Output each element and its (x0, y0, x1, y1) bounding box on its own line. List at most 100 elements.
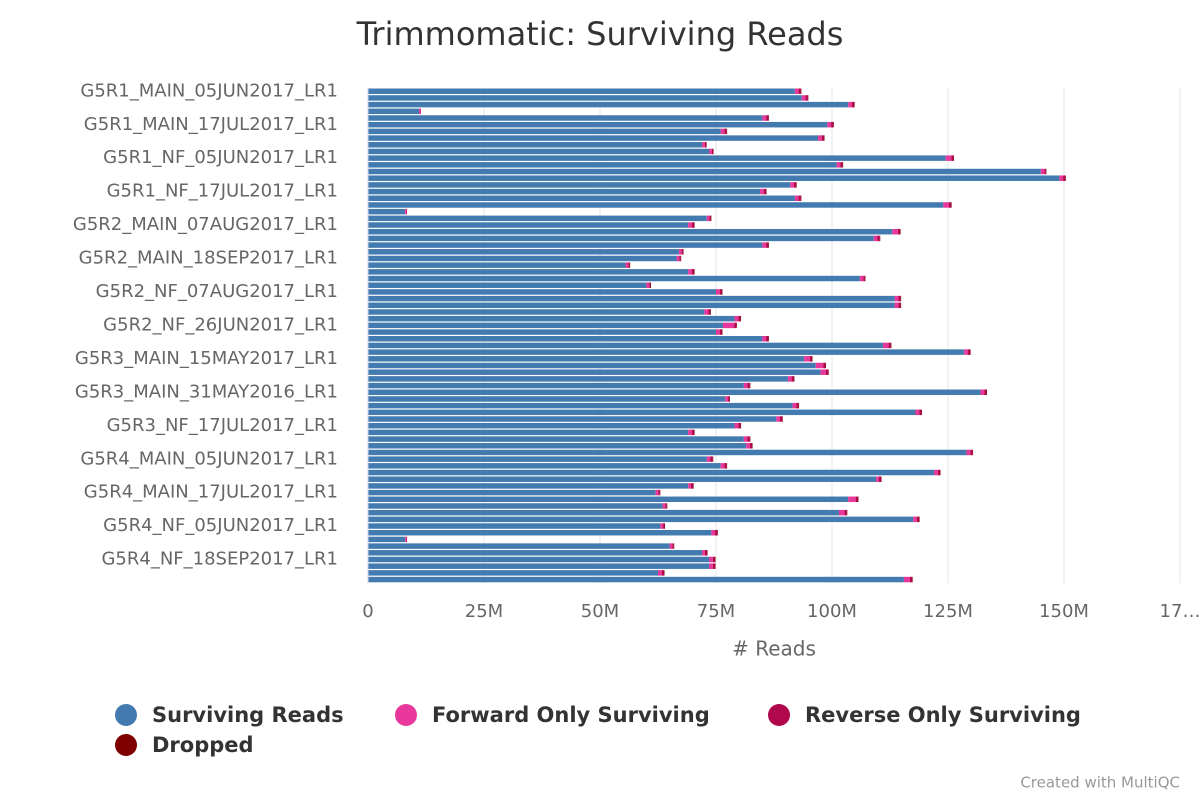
bar-segment (368, 269, 688, 274)
bar-segment (796, 403, 798, 408)
bar-segment (810, 356, 812, 361)
bar-segment (723, 323, 734, 328)
bar-segment (713, 557, 715, 562)
bar-segment (368, 450, 967, 455)
y-tick-label: G5R4_MAIN_17JUL2017_LR1 (84, 482, 338, 503)
bar-segment (368, 276, 860, 281)
bar-segment (818, 135, 822, 140)
bar-segment (895, 296, 899, 301)
x-tick-label: 100M (807, 601, 857, 622)
bar-segment (748, 383, 750, 388)
bar-segment (970, 450, 972, 455)
bar-segment (916, 410, 920, 415)
bar-segment (764, 189, 766, 194)
y-tick-label: G5R3_NF_17JUL2017_LR1 (107, 415, 338, 436)
bar-segment (708, 309, 710, 314)
bar-segment (793, 403, 797, 408)
bar-segment (646, 282, 649, 287)
bar-segment (710, 216, 711, 221)
bar-segment (720, 329, 722, 334)
bar-segment (1041, 169, 1045, 174)
x-tick-label: 75M (697, 601, 735, 622)
bar-segment (738, 423, 740, 428)
bar-segment (848, 102, 852, 107)
y-tick-label: G5R4_MAIN_05JUN2017_LR1 (80, 448, 338, 469)
bar-segment (688, 483, 691, 488)
bar-segment (746, 443, 750, 448)
bar-segment (368, 470, 934, 475)
y-tick-label: G5R4_NF_05JUN2017_LR1 (103, 515, 338, 536)
bar-segment (658, 570, 662, 575)
bar-segment (735, 423, 739, 428)
bar-segment (368, 403, 793, 408)
bar-segment (744, 436, 748, 441)
bar-segment (368, 122, 827, 127)
bar-segment (889, 343, 891, 348)
bar-segment (368, 135, 818, 140)
x-axis-label: # Reads (732, 637, 816, 661)
bar-segment (368, 383, 744, 388)
bar-segment (980, 390, 984, 395)
bar-segment (802, 95, 806, 100)
bar-segment (368, 115, 762, 120)
bar-segment (943, 202, 949, 207)
bar-segment (405, 209, 406, 214)
x-tick-label: 150M (1039, 601, 1089, 622)
bar-segment (766, 115, 768, 120)
bar-segment (368, 363, 816, 368)
bar-segment (368, 89, 795, 94)
bar-segment (368, 503, 663, 508)
bar-segment (368, 430, 688, 435)
bar-segment (368, 142, 702, 147)
bar-segment (715, 530, 717, 535)
bar-segment (368, 236, 874, 241)
bar-segment (946, 155, 952, 160)
bar-segment (792, 376, 794, 381)
bar-segment (688, 222, 692, 227)
bar-segment (368, 262, 626, 267)
bar-segment (705, 142, 706, 147)
bar-segment (734, 323, 736, 328)
bar-segment (720, 289, 722, 294)
x-tick-label: 125M (923, 601, 973, 622)
bar-segment (368, 202, 943, 207)
bar-segment (762, 242, 766, 247)
bar-segment (968, 349, 970, 354)
bar-segment (709, 149, 712, 154)
bar-segment (368, 229, 892, 234)
chart-title: Trimmomatic: Surviving Reads (356, 15, 844, 53)
bar-segment (879, 476, 881, 481)
bar-segment (766, 336, 768, 341)
bar-segment (368, 349, 964, 354)
bar-segment (823, 363, 825, 368)
bar-segment (692, 269, 694, 274)
bar-segment (840, 162, 842, 167)
legend-label: Surviving Reads (152, 703, 344, 727)
bar-segment (831, 122, 833, 127)
bar-segment (794, 182, 796, 187)
bar-segment (766, 242, 768, 247)
bar-segment (1059, 175, 1063, 180)
bar-segment (368, 249, 679, 254)
bar-segment (368, 209, 405, 214)
bar-segment (913, 517, 917, 522)
bar-segment (663, 503, 666, 508)
bar-segment (679, 249, 682, 254)
bar-segment (368, 256, 677, 261)
bar-segment (707, 456, 711, 461)
bar-segment (368, 216, 707, 221)
bar-segment (725, 396, 728, 401)
bar-segment (368, 390, 980, 395)
bar-segment (368, 543, 670, 548)
bar-segment (368, 189, 760, 194)
bar-segment (368, 443, 746, 448)
bar-segment (707, 216, 710, 221)
bar-segment (368, 109, 419, 114)
bar-segment (660, 523, 663, 528)
bar-segment (721, 463, 725, 468)
bar-segment (795, 196, 799, 201)
bar-segment (919, 410, 921, 415)
bar-segment (368, 510, 839, 515)
bar-segment (1063, 175, 1065, 180)
bar-segment (750, 443, 752, 448)
